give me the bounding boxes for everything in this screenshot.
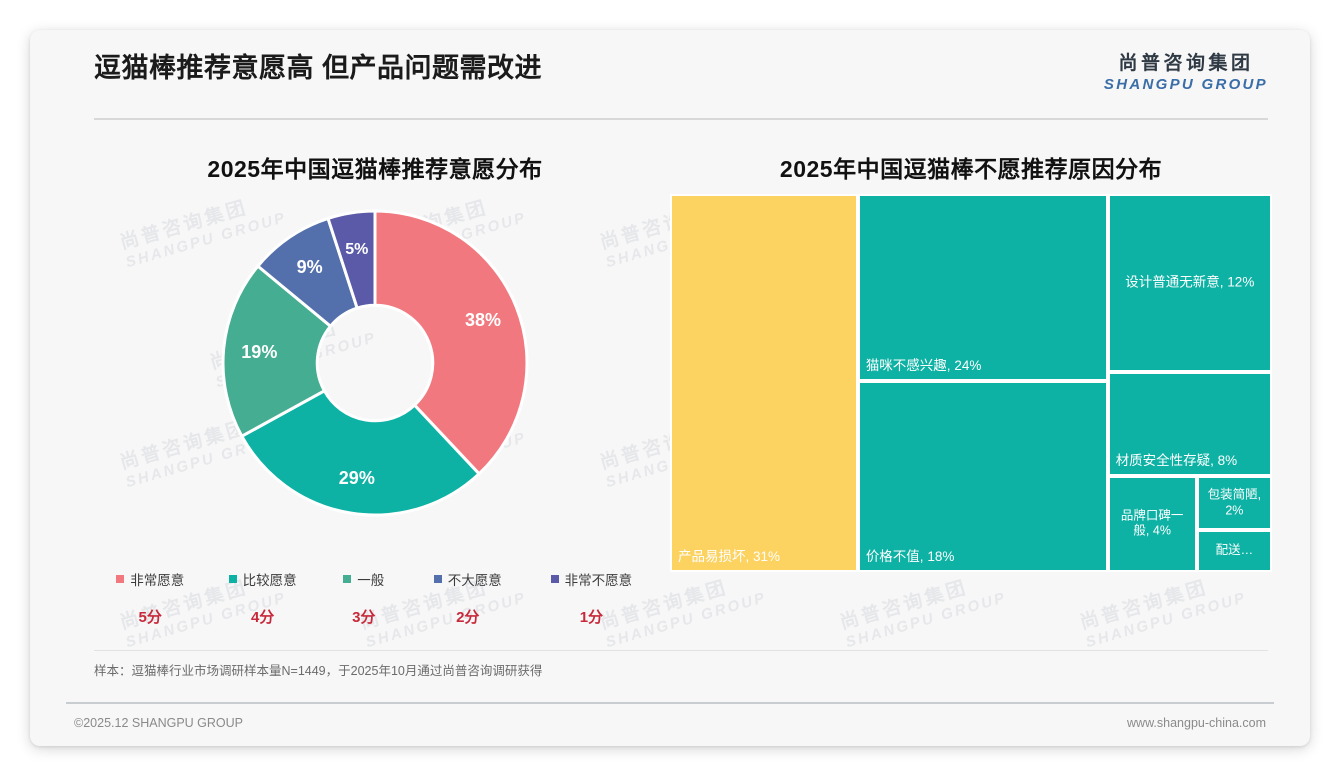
brand-name-cn: 尚普咨询集团 xyxy=(1118,53,1254,74)
legend-swatch-icon xyxy=(228,575,237,583)
score-label-1分: 1分 xyxy=(579,609,604,626)
legend-item-不大愿意[interactable]: 不大愿意 xyxy=(409,564,527,594)
donut-slice-label: 5% xyxy=(345,241,368,258)
treemap-cell-label: 价格不值, 18% xyxy=(865,549,955,565)
brand-name-en: SHANGPU GROUP xyxy=(1103,76,1268,93)
treemap-cell-label: 材质安全性存疑, 8% xyxy=(1115,452,1238,468)
donut-slice-一般[interactable] xyxy=(221,263,333,439)
score-label-4分: 4分 xyxy=(250,609,275,626)
treemap-cell-品牌口碑一般[interactable]: 品牌口碑一般, 4% xyxy=(1107,475,1197,572)
donut-legend: 非常愿意 比较愿意 一般 不大愿意 非常不愿意 xyxy=(94,564,656,594)
legend-label: 比较愿意 xyxy=(242,573,297,588)
legend-item-非常不愿意[interactable]: 非常不愿意 xyxy=(527,564,656,594)
legend-swatch-icon xyxy=(550,575,559,583)
legend-label: 非常愿意 xyxy=(130,573,185,588)
treemap-cell-包装简陋[interactable]: 包装简陋, 2% xyxy=(1196,475,1272,531)
donut-chart: 38% 29% 19% 9% 5% xyxy=(94,190,656,562)
panel-unwillingness-reasons: 2025年中国逗猫棒不愿推荐原因分布 产品易损坏, 31% 猫咪不感兴趣, 24%… xyxy=(670,150,1272,572)
legend-label: 一般 xyxy=(357,573,385,588)
treemap-cell-配送[interactable]: 配送… xyxy=(1196,530,1272,572)
legend-label: 非常不愿意 xyxy=(564,573,633,588)
donut-slice-label: 29% xyxy=(339,468,375,488)
treemap-cell-label: 设计普通无新意, 12% xyxy=(1125,274,1255,290)
legend-item-一般[interactable]: 一般 xyxy=(319,564,409,594)
score-label-2分: 2分 xyxy=(456,609,480,626)
treemap-cell-材质安全性存疑[interactable]: 材质安全性存疑, 8% xyxy=(1107,371,1272,476)
legend-swatch-icon xyxy=(343,575,352,583)
panel-recommendation-willingness: 2025年中国逗猫棒推荐意愿分布 38% 29% 19% 9% 5% 非常愿意 比较愿意 一… xyxy=(94,150,656,627)
score-axis: 5分 4分 3分 2分 1分 xyxy=(94,606,656,627)
donut-slice-比较愿意[interactable] xyxy=(239,388,482,517)
treemap-cell-label: 配送… xyxy=(1215,543,1254,558)
website-link[interactable]: www.shangpu-china.com xyxy=(1127,716,1266,730)
donut-chart-svg: 38% 29% 19% 9% 5% xyxy=(221,209,529,517)
chart-title-donut: 2025年中国逗猫棒推荐意愿分布 xyxy=(207,156,543,182)
score-label-5分: 5分 xyxy=(138,609,162,626)
page-title: 逗猫棒推荐意愿高 但产品问题需改进 xyxy=(94,53,543,83)
footer-divider xyxy=(66,702,1274,704)
treemap-cell-label: 包装简陋, 2% xyxy=(1207,487,1262,517)
treemap-cell-猫咪不感兴趣[interactable]: 猫咪不感兴趣, 24% xyxy=(857,194,1108,382)
legend-swatch-icon xyxy=(433,575,442,583)
donut-slice-非常愿意[interactable] xyxy=(373,209,529,476)
note-divider xyxy=(94,650,1268,651)
treemap-cell-价格不值[interactable]: 价格不值, 18% xyxy=(857,381,1108,572)
slide-header: 逗猫棒推荐意愿高 但产品问题需改进 尚普咨询集团 SHANGPU GROUP xyxy=(30,30,1310,100)
donut-slice-非常不愿意[interactable] xyxy=(326,209,377,310)
chart-title-treemap: 2025年中国逗猫棒不愿推荐原因分布 xyxy=(779,156,1163,182)
treemap-cell-label: 产品易损坏, 31% xyxy=(678,549,781,565)
donut-slice-label: 19% xyxy=(241,342,277,362)
donut-slice-label: 9% xyxy=(297,257,323,277)
slide-footer: ©2025.12 SHANGPU GROUP www.shangpu-china… xyxy=(30,714,1310,746)
legend-item-非常愿意[interactable]: 非常愿意 xyxy=(94,564,206,594)
brand-logo: 尚普咨询集团 SHANGPU GROUP xyxy=(1104,48,1268,93)
treemap-cell-产品易损坏[interactable]: 产品易损坏, 31% xyxy=(670,194,858,572)
copyright-text: ©2025.12 SHANGPU GROUP xyxy=(74,716,243,730)
treemap-cell-label: 品牌口碑一般, 4% xyxy=(1120,508,1184,538)
sample-note: 样本：逗猫棒行业市场调研样本量N=1449，于2025年10月通过尚普咨询调研获… xyxy=(94,664,543,678)
legend-item-比较愿意[interactable]: 比较愿意 xyxy=(206,564,318,594)
donut-slice-label: 38% xyxy=(465,310,501,330)
score-label-3分: 3分 xyxy=(352,609,376,626)
treemap-cell-设计普通无新意[interactable]: 设计普通无新意, 12% xyxy=(1107,194,1272,372)
legend-label: 不大愿意 xyxy=(447,573,502,588)
header-divider xyxy=(94,118,1268,120)
treemap-chart: 产品易损坏, 31% 猫咪不感兴趣, 24% 价格不值, 18% 设计普通无新意, 1… xyxy=(670,194,1272,572)
treemap-cell-label: 猫咪不感兴趣, 24% xyxy=(865,358,982,374)
legend-swatch-icon xyxy=(116,575,125,583)
